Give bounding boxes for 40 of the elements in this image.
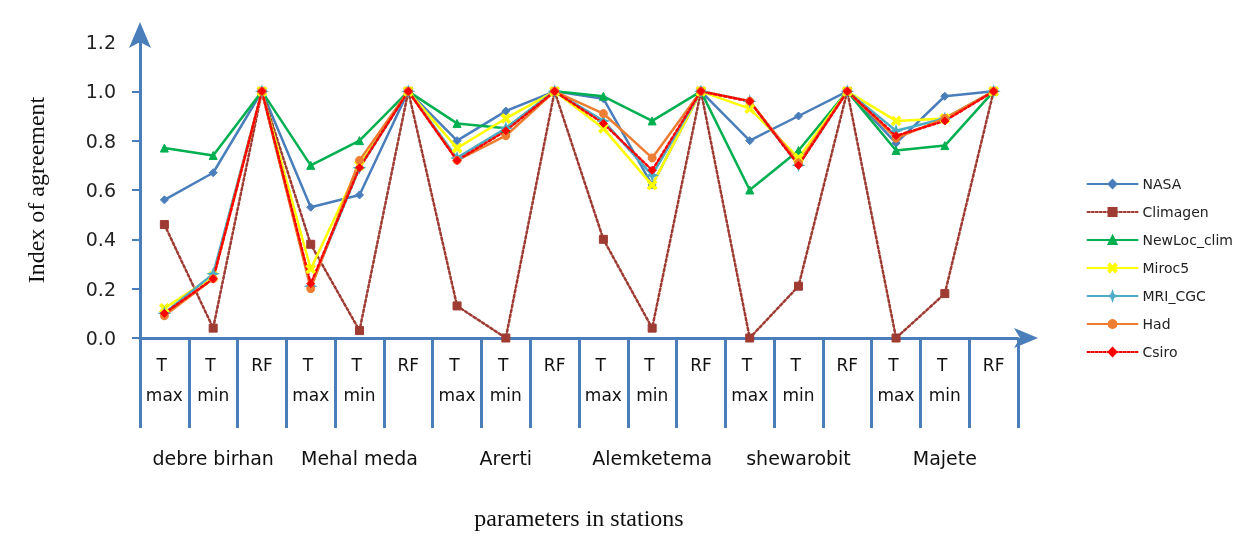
x-tick-label: T max — [145, 355, 183, 405]
x-tick-label: RF — [251, 355, 273, 375]
x-tick-label: T min — [782, 355, 815, 405]
y-tick-label: 0.8 — [85, 129, 116, 152]
y-tick-label: 0.0 — [85, 327, 116, 349]
x-tick-label: RF — [397, 355, 420, 375]
x-tick-label: T min — [343, 355, 376, 405]
x-tick-label: T min — [928, 355, 961, 405]
x-axis-title: parameters in stations — [474, 505, 684, 531]
x-tick-label: T min — [489, 355, 522, 405]
text: Majete — [912, 447, 977, 469]
text: debre birhan — [152, 447, 274, 469]
y-axis-title: Index of agreement — [23, 96, 49, 284]
x-tick-label: RF — [982, 355, 1005, 375]
x-tick-label: RF — [690, 355, 712, 375]
text: Arerti — [479, 447, 533, 469]
x-tick-label: T max — [731, 355, 769, 405]
y-tick-label: 0.6 — [85, 179, 116, 201]
legend-label: MRI_CGC — [1142, 288, 1207, 304]
text: Mehal meda — [301, 447, 418, 469]
legend-label: Climagen — [1142, 204, 1209, 220]
x-tick-label: RF — [543, 355, 566, 375]
x-tick-label: T max — [292, 355, 330, 405]
legend-label: Csiro — [1142, 344, 1178, 360]
x-tick-label: T min — [197, 355, 230, 405]
y-tick-label: 0.4 — [85, 228, 116, 251]
y-tick-label: 0.2 — [85, 277, 116, 300]
legend-label: Had — [1142, 316, 1171, 332]
legend-label: NASA — [1142, 176, 1182, 192]
text: Alemketema — [592, 447, 713, 469]
x-tick-label: T max — [438, 355, 476, 405]
x-tick-label: T min — [636, 355, 669, 405]
y-tick-label: 1.0 — [85, 80, 116, 103]
text: shewarobit — [746, 447, 851, 469]
legend-label: NewLoc_clim — [1142, 232, 1233, 248]
legend-label: Miroc5 — [1142, 260, 1190, 276]
x-tick-label: RF — [836, 355, 859, 375]
x-tick-label: T max — [584, 355, 622, 405]
y-tick-label: 1.2 — [85, 31, 116, 53]
x-tick-label: T max — [877, 355, 915, 405]
